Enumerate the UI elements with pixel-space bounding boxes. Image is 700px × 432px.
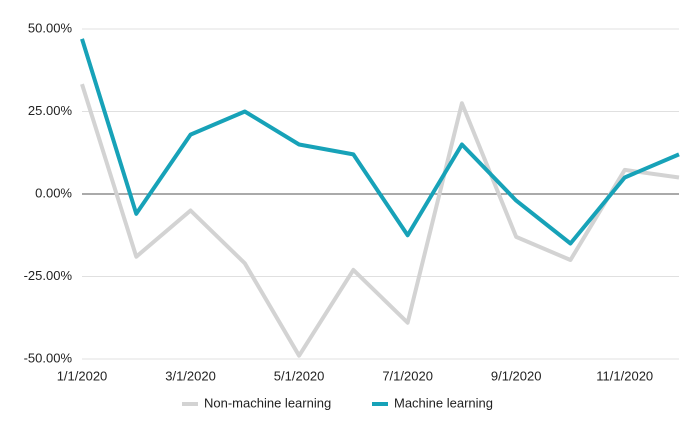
series-line — [80, 38, 680, 246]
x-tick-label: 11/1/2020 — [596, 368, 653, 383]
x-tick-label: 5/1/2020 — [274, 368, 325, 383]
y-tick-label: -25.00% — [24, 268, 73, 283]
series-line — [80, 83, 680, 358]
y-tick-label: 0.00% — [35, 185, 72, 200]
x-tick-label: 7/1/2020 — [382, 368, 433, 383]
x-tick-label: 3/1/2020 — [165, 368, 216, 383]
legend-label: Machine learning — [394, 395, 493, 410]
y-tick-label: 50.00% — [28, 20, 73, 35]
y-tick-label: 25.00% — [28, 103, 73, 118]
legend-label: Non-machine learning — [204, 395, 331, 410]
x-tick-label: 1/1/2020 — [57, 368, 108, 383]
y-tick-label: -50.00% — [24, 350, 73, 365]
x-tick-label: 9/1/2020 — [491, 368, 542, 383]
